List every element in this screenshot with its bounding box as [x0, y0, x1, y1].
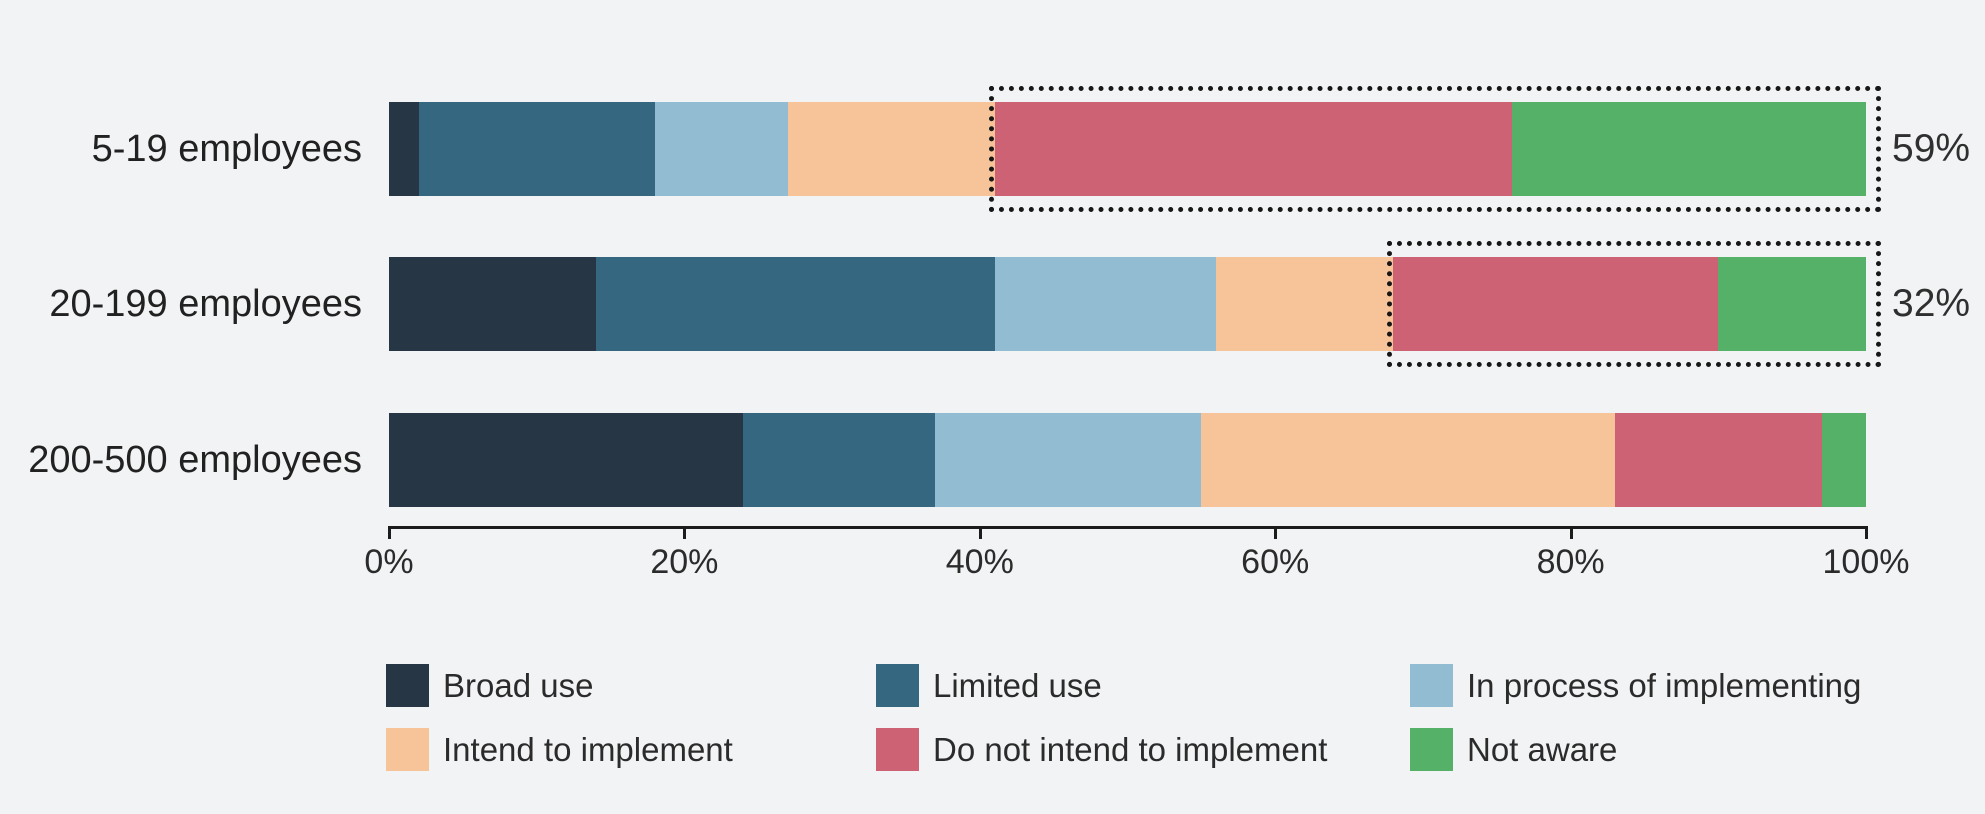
bar-segment-limited-use: [595, 257, 995, 351]
category-label-5-19-employees: 5-19 employees: [91, 128, 362, 170]
bar-segment-do-not-intend-to-implement: [994, 102, 1512, 196]
bar-segment-do-not-intend-to-implement: [1614, 413, 1822, 507]
highlight-percent-label: 59%: [1892, 127, 1971, 170]
x-axis-tick-label: 100%: [1822, 543, 1910, 581]
bar-segment-in-process-of-implementing: [935, 413, 1202, 507]
x-axis-tick: [1865, 526, 1868, 539]
bar-row-5-19-employees: [389, 102, 1866, 196]
bar-row-200-500-employees: [389, 413, 1866, 507]
x-axis-tick-label: 60%: [1241, 543, 1310, 581]
bar-segment-intend-to-implement: [787, 102, 995, 196]
bar-segment-in-process-of-implementing: [994, 257, 1217, 351]
bar-segment-in-process-of-implementing: [654, 102, 788, 196]
x-axis-tick-label: 80%: [1536, 543, 1605, 581]
legend-swatch-not-aware: [1410, 728, 1453, 771]
x-axis-tick: [978, 526, 982, 539]
highlight-box-20-199-employees: [1387, 241, 1881, 367]
x-axis-line: [389, 526, 1866, 529]
legend-label-do-not-intend-to-implement: Do not intend to implement: [933, 731, 1328, 768]
x-axis-tick: [1274, 526, 1278, 539]
legend-swatch-in-process-of-implementing: [1410, 664, 1453, 707]
x-axis-tick: [388, 526, 391, 539]
legend-swatch-broad-use: [386, 664, 429, 707]
legend-swatch-limited-use: [876, 664, 919, 707]
bar-row-20-199-employees: [389, 257, 1866, 351]
bar-segment-not-aware: [1718, 257, 1866, 351]
bar-segment-broad-use: [389, 257, 596, 351]
x-axis-tick-label: 0%: [364, 543, 414, 581]
bar-segment-broad-use: [389, 413, 744, 507]
legend-swatch-do-not-intend-to-implement: [876, 728, 919, 771]
legend-swatch-intend-to-implement: [386, 728, 429, 771]
legend-label-intend-to-implement: Intend to implement: [443, 731, 733, 768]
legend-label-in-process-of-implementing: In process of implementing: [1467, 667, 1862, 704]
category-label-20-199-employees: 20-199 employees: [49, 283, 362, 325]
bar-segment-do-not-intend-to-implement: [1393, 257, 1719, 351]
highlight-box-5-19-employees: [988, 86, 1881, 212]
category-label-200-500-employees: 200-500 employees: [28, 439, 362, 481]
x-axis-tick: [683, 526, 687, 539]
bar-segment-intend-to-implement: [1216, 257, 1394, 351]
bar-segment-not-aware: [1511, 102, 1866, 196]
bar-segment-limited-use: [418, 102, 655, 196]
bar-segment-broad-use: [389, 102, 419, 196]
x-axis-tick: [1569, 526, 1573, 539]
legend-label-limited-use: Limited use: [933, 667, 1102, 704]
legend-label-not-aware: Not aware: [1467, 731, 1618, 768]
highlight-percent-label: 32%: [1892, 282, 1971, 325]
bar-segment-not-aware: [1821, 413, 1866, 507]
x-axis-tick-label: 20%: [650, 543, 719, 581]
x-axis-tick-label: 40%: [945, 543, 1014, 581]
bar-segment-intend-to-implement: [1201, 413, 1615, 507]
legend-label-broad-use: Broad use: [443, 667, 594, 704]
bar-segment-limited-use: [743, 413, 936, 507]
